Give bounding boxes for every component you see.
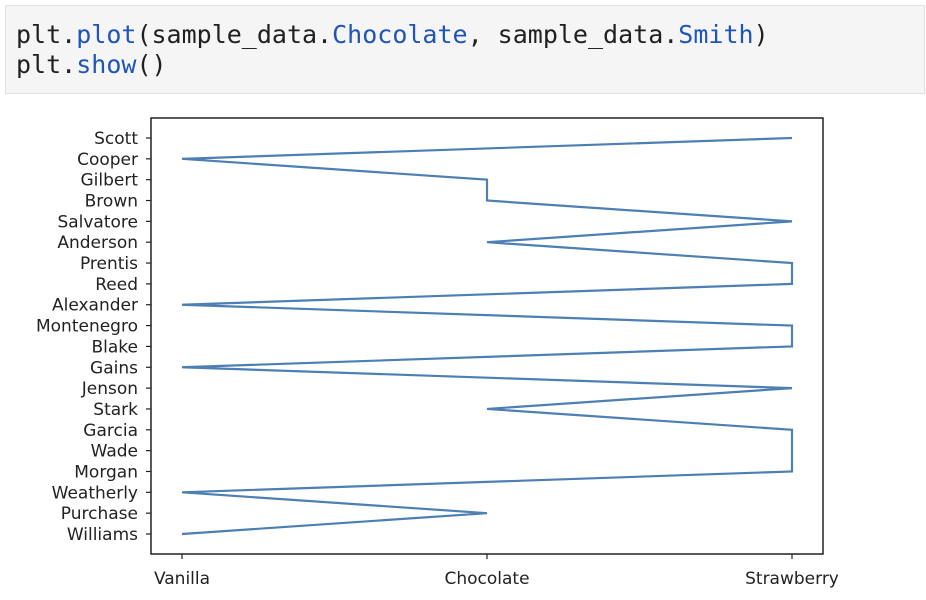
x-axis: Vanilla Chocolate Strawberry — [154, 554, 839, 589]
x-tick-label: Vanilla — [154, 569, 210, 589]
y-tick-label: Montenegro — [36, 317, 138, 337]
series-line — [181, 136, 794, 536]
chart-output: Williams Purchase Weatherly Morgan Wade Garci… — [0, 100, 926, 600]
y-axis: WilliamsPurchaseWeatherlyMorganWadeGarci… — [36, 129, 151, 545]
y-tick-label: Blake — [91, 337, 138, 357]
line-chart: WilliamsPurchaseWeatherlyMorganWadeGarci… — [36, 117, 839, 589]
x-tick-label: Chocolate — [444, 569, 529, 589]
code-line-1: plt.plot(sample_data.Chocolate, sample_d… — [16, 20, 924, 50]
y-tick-label: Anderson — [57, 233, 138, 253]
code-token: Chocolate — [332, 20, 468, 49]
y-tick-label: Morgan — [74, 462, 138, 482]
code-cell[interactable]: plt.plot(sample_data.Chocolate, sample_d… — [5, 5, 925, 94]
y-tick-label: Alexander — [52, 296, 138, 316]
code-token: plot — [76, 20, 137, 49]
y-tick-label: Wade — [91, 442, 138, 462]
y-tick-label: Purchase — [61, 504, 138, 524]
code-line-2: plt.show() — [16, 50, 924, 80]
y-tick-label: Gilbert — [80, 171, 138, 191]
code-token: plt. — [16, 20, 77, 49]
y-tick-label: Reed — [95, 275, 138, 295]
code-token: plt. — [16, 50, 77, 79]
y-tick-label: Scott — [94, 129, 138, 149]
y-tick-label: Jenson — [81, 379, 138, 399]
code-token: (sample_data. — [136, 20, 333, 49]
y-tick-label: Stark — [93, 400, 138, 420]
y-tick-label: Brown — [85, 192, 138, 212]
code-token: , sample_data. — [467, 20, 679, 49]
y-tick-label: Weatherly — [52, 483, 138, 503]
code-token: ) — [753, 20, 769, 49]
y-tick-label: Cooper — [77, 150, 138, 170]
code-token: show — [76, 50, 137, 79]
code-token: () — [136, 50, 167, 79]
y-tick-label: Salvatore — [57, 212, 138, 232]
x-tick-label: Strawberry — [745, 569, 839, 589]
y-tick-label: Garcia — [83, 421, 138, 441]
y-tick-label: Williams — [67, 525, 138, 545]
y-tick-label: Prentis — [80, 254, 138, 274]
y-tick-label: Gains — [90, 358, 138, 378]
code-token: Smith — [678, 20, 754, 49]
